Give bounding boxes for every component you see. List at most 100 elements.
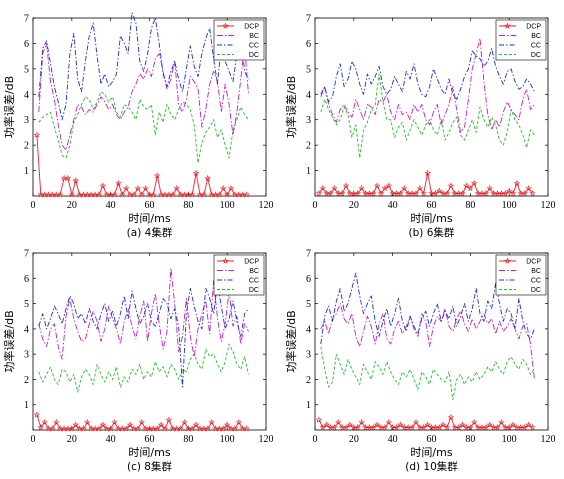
legend-label-bc: BC	[249, 268, 259, 275]
data-point-dcp	[126, 421, 134, 428]
legend-label-cc: CC	[531, 43, 541, 50]
x-tick-label: 120	[259, 200, 274, 211]
y-axis-label: 功率误差/dB	[284, 310, 298, 372]
data-point-dcp	[315, 190, 323, 197]
data-point-dcp	[138, 191, 145, 198]
data-point-dcp	[64, 174, 72, 181]
y-tick-label: 7	[306, 249, 311, 260]
x-tick-label: 60	[427, 434, 437, 445]
data-point-dcp	[381, 423, 389, 431]
data-point-dcp	[447, 182, 455, 189]
data-point-dcp	[467, 424, 474, 431]
x-tick-label: 120	[259, 434, 274, 445]
data-point-dcp	[505, 187, 513, 194]
x-tick-label: 40	[106, 434, 116, 445]
data-point-dcp	[99, 182, 107, 189]
panel-caption: (b) 6集群	[409, 226, 455, 239]
data-point-dcp	[494, 424, 501, 431]
chart-panel-2: 0 20 40 60 80 100 120 1 2 3 4 5 6 7 时间/ms 功率误差/dB (b) 6集…	[284, 14, 556, 240]
data-point-dcp	[227, 184, 235, 192]
x-tick-label: 0	[313, 200, 318, 211]
data-point-dcp	[80, 425, 87, 432]
data-point-dcp	[68, 191, 76, 198]
y-axis-label: 功率误差/dB	[2, 310, 16, 372]
y-tick-label: 4	[24, 324, 29, 335]
data-point-dcp	[420, 424, 428, 431]
data-point-dcp	[385, 418, 393, 426]
data-point-dcp	[165, 416, 173, 423]
legend-box	[495, 254, 547, 296]
y-tick-label: 2	[306, 375, 311, 386]
x-tick-label: 100	[502, 200, 517, 211]
y-tick-label: 1	[24, 166, 29, 177]
data-point-dcp	[219, 184, 227, 192]
data-point-dcp	[33, 411, 41, 418]
data-point-dcp	[200, 191, 208, 198]
x-tick-label: 40	[388, 434, 398, 445]
y-tick-label: 5	[24, 299, 29, 310]
data-point-dcp	[358, 184, 365, 192]
data-point-dcp	[192, 421, 200, 428]
legend-label-dcp: DCP	[526, 24, 541, 31]
x-tick-label: 120	[541, 200, 556, 211]
y-axis-label: 功率误差/dB	[284, 76, 298, 138]
data-point-dcp	[513, 179, 521, 187]
chart-panel-4: 0 20 40 60 80 100 120 1 2 3 4 5 6 7 时间/ms 功率误差/dB (d) 10…	[284, 249, 556, 474]
data-point-dcp	[327, 190, 334, 197]
data-point-dcp	[134, 184, 142, 192]
data-point-dcp	[72, 177, 80, 184]
y-tick-label: 6	[306, 274, 311, 285]
data-point-dcp	[188, 191, 196, 198]
data-point-dcp	[342, 424, 350, 431]
data-point-dcp	[521, 189, 529, 197]
legend-box	[213, 19, 265, 61]
x-tick-label: 20	[349, 434, 359, 445]
data-point-dcp	[412, 190, 420, 197]
y-tick-label: 1	[24, 400, 29, 411]
y-axis-label: 功率误差/dB	[2, 76, 16, 138]
data-point-dcp	[459, 190, 466, 197]
x-tick-label: 60	[427, 200, 437, 211]
legend-box	[495, 19, 547, 61]
series-line-dc	[320, 346, 535, 401]
x-tick-label: 20	[67, 200, 77, 211]
legend-label-bc: BC	[249, 33, 259, 40]
legend-label-dcp: DCP	[244, 24, 259, 31]
data-point-dcp	[33, 131, 41, 138]
x-tick-label: 100	[220, 200, 235, 211]
data-point-dcp	[509, 190, 517, 197]
legend: DCP BC CC DC	[213, 254, 265, 296]
data-point-dcp	[153, 172, 161, 179]
data-point-dcp	[509, 421, 517, 428]
data-point-dcp	[118, 191, 126, 198]
data-point-dcp	[161, 425, 169, 432]
chart-panel-3: 0 20 40 60 80 100 120 1 2 3 4 5 6 7 时间/ms 功率误差/dB (c) 8集…	[2, 249, 274, 474]
series-line-dc	[320, 73, 535, 159]
data-point-dcp	[443, 190, 451, 197]
legend-label-dcp: DCP	[244, 259, 259, 266]
x-tick-label: 60	[145, 434, 155, 445]
data-point-dcp	[134, 425, 142, 432]
data-point-dcp	[424, 421, 431, 428]
legend-marker-dcp	[222, 22, 229, 29]
chart-panel-1: 0 20 40 60 80 100 120 1 2 3 4 5 6 7 时间/ms 功率误差/dB (a) 4集…	[2, 12, 274, 239]
panel-caption: (a) 4集群	[127, 226, 173, 239]
data-point-dcp	[138, 418, 145, 426]
data-point-dcp	[52, 418, 60, 426]
data-point-dcp	[358, 418, 365, 426]
x-tick-label: 40	[388, 200, 398, 211]
y-tick-label: 6	[24, 39, 29, 50]
x-tick-label: 120	[541, 434, 556, 445]
data-point-dcp	[521, 423, 529, 431]
y-tick-label: 4	[306, 324, 311, 335]
data-point-dcp	[486, 184, 494, 192]
series-line-dcp	[318, 172, 533, 194]
data-point-dcp	[111, 418, 118, 426]
legend-marker-dcp	[504, 257, 511, 264]
data-point-dcp	[99, 421, 107, 428]
y-tick-label: 5	[24, 64, 29, 75]
data-point-dcp	[486, 421, 494, 428]
series-line-dcp	[36, 134, 247, 196]
y-tick-label: 1	[306, 400, 311, 411]
legend: DCP BC CC DC	[213, 19, 265, 61]
